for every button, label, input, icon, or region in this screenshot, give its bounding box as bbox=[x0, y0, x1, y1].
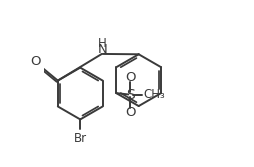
Text: O: O bbox=[125, 71, 136, 84]
Text: Br: Br bbox=[74, 132, 87, 145]
Text: N: N bbox=[98, 43, 107, 56]
Text: CH₃: CH₃ bbox=[144, 88, 166, 101]
Text: O: O bbox=[30, 55, 41, 68]
Text: H: H bbox=[98, 37, 107, 50]
Text: O: O bbox=[125, 106, 136, 119]
Text: S: S bbox=[126, 88, 135, 102]
